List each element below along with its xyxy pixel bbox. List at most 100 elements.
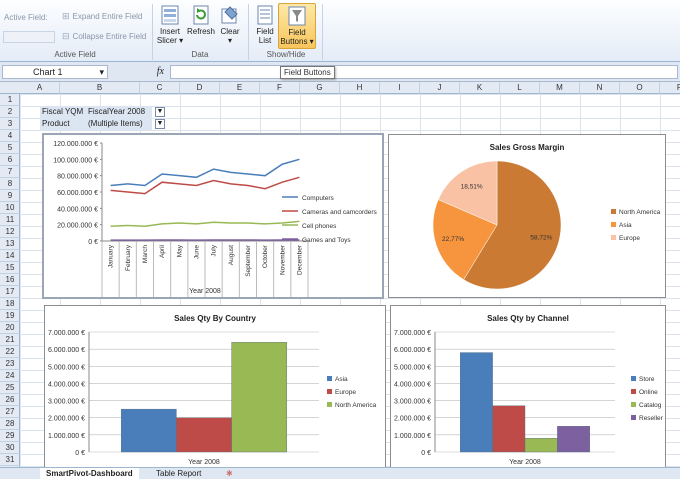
clear-button[interactable]: Clear ▾ (218, 5, 242, 45)
row-header[interactable]: 18 (0, 298, 20, 310)
row-header[interactable]: 24 (0, 370, 20, 382)
filter-dropdown-icon[interactable]: ▼ (155, 119, 165, 129)
filter-dropdown-icon[interactable]: ▼ (155, 107, 165, 117)
formula-bar: Chart 1 ▾ fx (0, 62, 680, 82)
row-header[interactable]: 27 (0, 406, 20, 418)
column-header[interactable]: N (580, 82, 620, 94)
column-header[interactable]: D (180, 82, 220, 94)
column-header[interactable]: H (340, 82, 380, 94)
row-header[interactable]: 17 (0, 286, 20, 298)
y-tick-label: 0 € (421, 450, 431, 457)
field-list-button[interactable]: Field List (252, 5, 278, 45)
legend-label: Reseller (639, 415, 664, 422)
legend-label: Games and Toys (302, 237, 351, 244)
name-box[interactable]: Chart 1 ▾ (2, 65, 108, 79)
column-header[interactable]: P (660, 82, 680, 94)
row-header[interactable]: 28 (0, 418, 20, 430)
bar-0 (460, 353, 492, 452)
row-header[interactable]: 25 (0, 382, 20, 394)
column-header[interactable]: O (620, 82, 660, 94)
row-header[interactable]: 31 (0, 454, 20, 466)
row-header[interactable]: 11 (0, 214, 20, 226)
bar-0 (121, 409, 176, 452)
y-tick-label: 6.000.000 € (394, 347, 431, 354)
column-header[interactable]: B (60, 82, 140, 94)
field-buttons-tooltip: Field Buttons (280, 66, 335, 79)
column-header[interactable]: E (220, 82, 260, 94)
column-header[interactable]: K (460, 82, 500, 94)
row-header[interactable]: 6 (0, 154, 20, 166)
y-tick-label: 1.000.000 € (394, 433, 431, 440)
row-header[interactable]: 4 (0, 130, 20, 142)
y-tick-label: 120.000.000 € (53, 141, 98, 148)
row-header[interactable]: 22 (0, 346, 20, 358)
bar-2 (232, 342, 287, 452)
expand-icon: ⊞ (62, 11, 70, 22)
row-header[interactable]: 21 (0, 334, 20, 346)
refresh-label: Refresh (186, 27, 216, 36)
collapse-field-button[interactable]: ⊟ Collapse Entire Field (62, 31, 146, 42)
country-bar-chart[interactable]: Sales Qty By Country 0 €1.000.000 €2.000… (44, 305, 386, 469)
column-header[interactable]: M (540, 82, 580, 94)
pie-data-label: 18,51% (461, 183, 483, 190)
insert-slicer-button[interactable]: Insert Slicer ▾ (156, 5, 184, 45)
column-header[interactable]: I (380, 82, 420, 94)
legend-swatch (611, 222, 616, 227)
row-header[interactable]: 20 (0, 322, 20, 334)
y-tick-label: 5.000.000 € (48, 364, 85, 371)
row-header[interactable]: 14 (0, 250, 20, 262)
field-list-label-2: List (252, 36, 278, 45)
expand-field-button[interactable]: ⊞ Expand Entire Field (62, 11, 142, 22)
row-header[interactable]: 7 (0, 166, 20, 178)
formula-input[interactable] (170, 65, 678, 79)
row-header[interactable]: 5 (0, 142, 20, 154)
new-sheet-icon[interactable]: ✱ (220, 468, 239, 480)
row-header[interactable]: 1 (0, 94, 20, 106)
insert-function-button[interactable]: fx (112, 65, 168, 79)
y-tick-label: 80.000.000 € (57, 174, 98, 181)
legend-swatch (327, 376, 332, 381)
row-header[interactable]: 13 (0, 238, 20, 250)
row-header[interactable]: 10 (0, 202, 20, 214)
legend-swatch (611, 235, 616, 240)
channel-bar-chart[interactable]: Sales Qty by Channel 0 €1.000.000 €2.000… (390, 305, 666, 469)
ribbon: Active Field: ⊞ Expand Entire Field ⊟ Co… (0, 0, 680, 62)
y-tick-label: 3.000.000 € (48, 399, 85, 406)
row-header[interactable]: 8 (0, 178, 20, 190)
column-header[interactable]: J (420, 82, 460, 94)
legend-label: Asia (619, 222, 632, 229)
y-tick-label: 40.000.000 € (57, 206, 98, 213)
column-header[interactable]: G (300, 82, 340, 94)
row-header[interactable]: 12 (0, 226, 20, 238)
channel-chart-svg: 0 €1.000.000 €2.000.000 €3.000.000 €4.00… (391, 306, 665, 468)
y-tick-label: 1.000.000 € (48, 433, 85, 440)
column-header[interactable]: C (140, 82, 180, 94)
sheet-tab-table-report[interactable]: Table Report (150, 468, 207, 480)
active-field-input[interactable] (3, 31, 55, 43)
row-header[interactable]: 19 (0, 310, 20, 322)
row-header[interactable]: 9 (0, 190, 20, 202)
row-header[interactable]: 2 (0, 106, 20, 118)
row-header[interactable]: 23 (0, 358, 20, 370)
row-header[interactable]: 16 (0, 274, 20, 286)
row-header[interactable]: 26 (0, 394, 20, 406)
field-buttons-label-1: Field (279, 28, 315, 37)
row-header[interactable]: 30 (0, 442, 20, 454)
field-buttons-button[interactable]: Field Buttons ▾ (278, 3, 316, 49)
line-chart[interactable]: 0 €20.000.000 €40.000.000 €60.000.000 €8… (42, 133, 384, 299)
row-header[interactable]: 3 (0, 118, 20, 130)
x-tick-label: September (245, 244, 252, 277)
legend-label: Cell phones (302, 223, 337, 230)
legend-swatch (327, 402, 332, 407)
legend-label: Asia (335, 376, 348, 383)
row-header[interactable]: 29 (0, 430, 20, 442)
legend-swatch (631, 402, 636, 407)
row-header[interactable]: 15 (0, 262, 20, 274)
sheet-tab-dashboard[interactable]: SmartPivot-Dashboard (40, 468, 139, 480)
column-header[interactable]: L (500, 82, 540, 94)
refresh-button[interactable]: Refresh (186, 5, 216, 36)
column-header[interactable]: A (20, 82, 60, 94)
column-header[interactable]: F (260, 82, 300, 94)
y-tick-label: 6.000.000 € (48, 347, 85, 354)
